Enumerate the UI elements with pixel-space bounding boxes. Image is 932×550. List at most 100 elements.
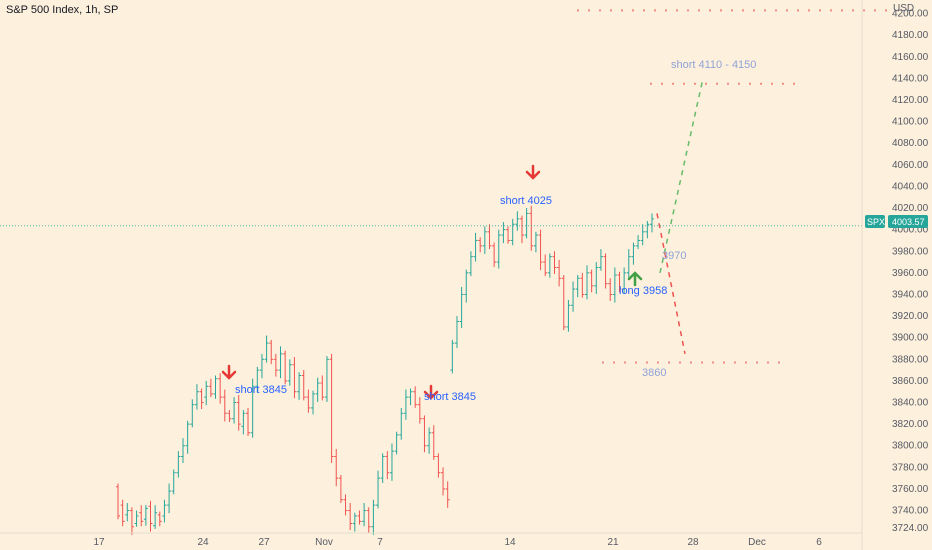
price-tick-label: 3860.00 <box>892 376 929 387</box>
price-tick-label: 3800.00 <box>892 441 929 452</box>
candle <box>543 254 548 277</box>
candle <box>292 357 297 399</box>
time-tick-label: Nov <box>315 537 333 548</box>
annotation[interactable]: short 4025 <box>500 164 552 207</box>
candle <box>566 299 571 332</box>
candle <box>171 469 176 495</box>
time-tick-label: 28 <box>687 537 699 548</box>
candle <box>612 267 617 303</box>
candle <box>626 249 631 280</box>
candle <box>204 380 209 406</box>
candle <box>287 359 292 386</box>
annotation-label: short 4025 <box>500 195 552 207</box>
candle <box>459 286 464 328</box>
candle <box>492 242 497 267</box>
candle <box>320 375 325 401</box>
candle <box>232 397 237 424</box>
price-tick-label: 4000.00 <box>892 225 929 236</box>
annotation[interactable]: short 4110 - 4150 <box>671 59 756 71</box>
annotation[interactable]: short 3845 <box>423 384 476 403</box>
annotation[interactable]: short 3845 <box>221 364 287 396</box>
arrow-up-icon <box>627 271 643 287</box>
candle <box>352 512 357 532</box>
candle <box>176 451 181 478</box>
last-price-value: 4003.57 <box>892 217 925 227</box>
candle <box>134 510 139 527</box>
candle <box>389 443 394 481</box>
candle <box>120 499 125 527</box>
candle <box>167 483 172 514</box>
candle <box>348 502 353 530</box>
annotation[interactable]: 3970 <box>662 250 686 262</box>
price-tick-label: 4140.00 <box>892 73 929 84</box>
chart-title: S&P 500 Index, 1h, SP <box>6 4 118 16</box>
price-tick-label: 3724.00 <box>892 523 929 534</box>
price-tick-label: 3920.00 <box>892 311 929 322</box>
candle <box>157 511 162 527</box>
candle <box>571 281 576 312</box>
candle <box>194 384 199 410</box>
annotation[interactable]: long 3958 <box>619 271 667 297</box>
candle <box>116 483 120 520</box>
candle <box>227 410 232 422</box>
candle <box>482 226 487 254</box>
overlays-group: short 3845 short 3845 short 4025 long 3958 3… <box>0 9 888 403</box>
time-axis[interactable]: 17 24 27 Nov 7 14 21 28 Dec 6 <box>93 537 822 548</box>
candle <box>473 232 478 262</box>
currency-label: USD <box>893 3 914 14</box>
candle <box>454 316 459 348</box>
candle <box>301 370 306 401</box>
candle <box>283 350 288 385</box>
projection-line-down[interactable] <box>656 213 686 355</box>
price-tick-label: 4060.00 <box>892 160 929 171</box>
candle <box>371 499 376 535</box>
time-tick-label: 17 <box>93 537 105 548</box>
arrow-down-icon <box>423 384 439 400</box>
candle <box>403 389 408 420</box>
candle <box>264 335 269 363</box>
candle <box>185 420 190 454</box>
price-axis[interactable]: 3740.00 3760.00 3780.00 3800.00 3820.00 3840.… <box>892 9 929 534</box>
candle <box>199 388 204 409</box>
annotation-label: short 3845 <box>424 391 476 403</box>
projection-line-up[interactable] <box>659 78 704 274</box>
candle <box>636 235 641 250</box>
last-price-label: SPX 4003.57 <box>865 215 928 228</box>
annotation-label: long 3958 <box>619 285 667 297</box>
candle <box>385 451 390 480</box>
candle <box>399 407 404 440</box>
candle <box>376 470 381 509</box>
candle <box>501 222 506 244</box>
candle <box>315 377 320 402</box>
candle <box>343 494 348 516</box>
price-tick-label: 4040.00 <box>892 181 929 192</box>
price-tick-label: 4100.00 <box>892 117 929 128</box>
candle <box>222 389 227 422</box>
arrow-down-icon <box>525 164 541 180</box>
time-tick-label: 24 <box>197 537 209 548</box>
candle <box>478 237 483 253</box>
candle <box>269 339 274 365</box>
candle <box>259 353 264 379</box>
candle <box>408 388 413 406</box>
candle <box>413 386 418 408</box>
candle <box>427 427 432 454</box>
candle <box>143 505 148 526</box>
candle <box>125 502 130 522</box>
candle <box>617 271 622 293</box>
candle <box>338 474 343 503</box>
candle <box>584 265 589 300</box>
candle <box>422 415 427 453</box>
annotation[interactable]: 3860 <box>642 367 666 379</box>
time-tick-label: 14 <box>504 537 516 548</box>
candle <box>464 269 469 303</box>
price-tick-label: 3840.00 <box>892 398 929 409</box>
candle <box>510 218 515 246</box>
price-tick-label: 3880.00 <box>892 354 929 365</box>
candle <box>622 267 627 294</box>
candle <box>436 453 441 478</box>
candle <box>487 224 492 250</box>
annotation-label: short 3845 <box>235 384 287 396</box>
candle <box>450 339 455 374</box>
